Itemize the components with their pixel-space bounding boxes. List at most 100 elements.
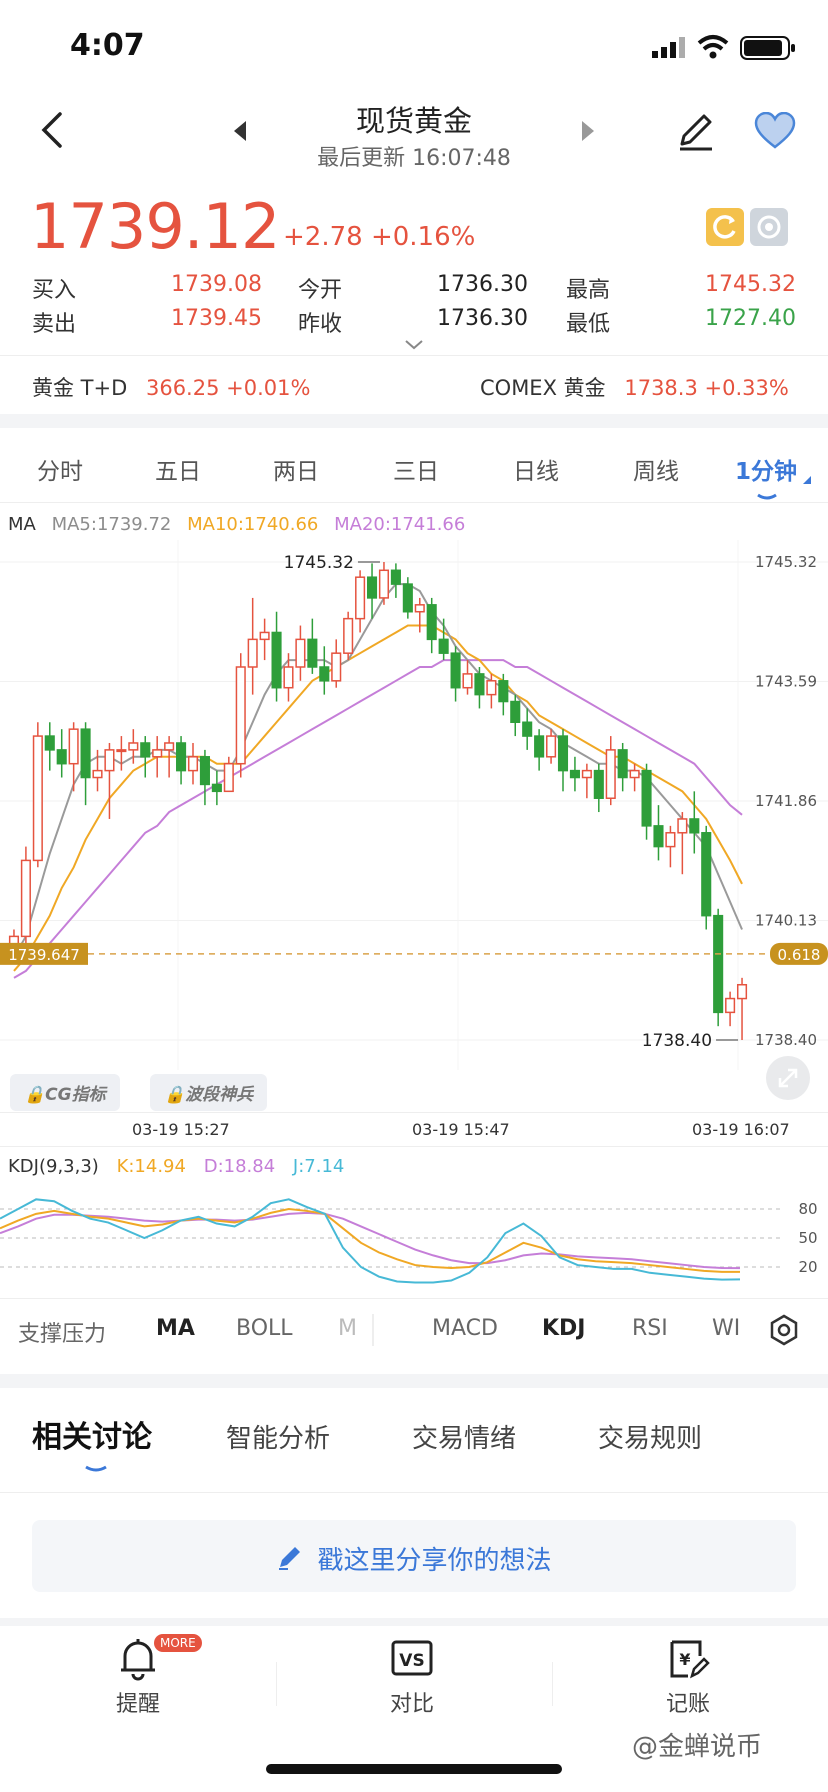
candle-down xyxy=(653,825,664,848)
prev-instrument-icon[interactable] xyxy=(232,120,250,142)
candle-down xyxy=(140,742,151,758)
y-tick-label: 1741.86 xyxy=(755,792,817,810)
share-thought-button[interactable]: 戳这里分享你的想法 xyxy=(32,1520,796,1592)
candle-up xyxy=(355,576,366,620)
kdj-j-line xyxy=(0,1198,741,1284)
candle-up xyxy=(152,749,163,758)
ma5-value: MA5:1739.72 xyxy=(51,514,172,535)
candle-up xyxy=(235,666,246,765)
kdj-d: D:18.84 xyxy=(203,1156,276,1177)
kdj-legend: KDJ(9,3,3) K:14.94 D:18.84 J:7.14 xyxy=(8,1156,344,1177)
tab-wr[interactable]: WI xyxy=(712,1316,741,1341)
status-time: 4:07 xyxy=(70,28,145,63)
candle-down xyxy=(510,700,521,724)
candle-up xyxy=(581,769,592,779)
candle-down xyxy=(498,680,509,703)
candle-down xyxy=(319,666,330,682)
candle-down xyxy=(641,769,652,827)
y-tick-label: 1738.40 xyxy=(755,1031,817,1049)
fullscreen-icon[interactable] xyxy=(766,1056,810,1100)
kdj-svg: 80 50 20 xyxy=(0,1198,818,1284)
related-market-td[interactable]: 黄金 T+D 366.25 +0.01% xyxy=(32,372,310,402)
ask-label: 卖出 xyxy=(32,312,77,337)
expand-chevron-icon[interactable] xyxy=(404,336,424,350)
nav-divider xyxy=(552,1662,553,1706)
candle-up xyxy=(725,997,736,1014)
ask-value: 1739.45 xyxy=(171,306,262,331)
nav-compare-label: 对比 xyxy=(389,1692,434,1717)
candle-down xyxy=(176,742,187,772)
tab-1min[interactable]: 1分钟 xyxy=(734,459,797,485)
kdj-title: KDJ(9,3,3) xyxy=(8,1156,99,1177)
tab-rsi[interactable]: RSI xyxy=(632,1316,668,1341)
tab-discussion[interactable]: 相关讨论 xyxy=(32,1420,152,1455)
tab-three-day[interactable]: 三日 xyxy=(393,459,439,485)
cg-indicator-tag[interactable]: 🔒CG指标 xyxy=(10,1074,120,1111)
settings-icon[interactable] xyxy=(750,208,788,246)
tab-boll[interactable]: BOLL xyxy=(236,1316,293,1341)
kdj-k-line xyxy=(0,1207,741,1273)
current-price: 1739.12 xyxy=(30,190,280,263)
kdj-chart[interactable]: 80 50 20 xyxy=(0,1180,828,1296)
tab-sentiment[interactable]: 交易情绪 xyxy=(412,1424,517,1454)
last-update-label: 最后更新 xyxy=(317,146,406,171)
prev-close-value: 1736.30 xyxy=(437,306,528,331)
indicator-settings-icon[interactable] xyxy=(768,1314,800,1346)
candle-up xyxy=(378,569,390,599)
tab-ma[interactable]: MA xyxy=(156,1316,195,1341)
ma-legend: MA MA5:1739.72 MA10:1740.66 MA20:1741.66 xyxy=(8,514,465,535)
tab-support-resistance[interactable]: 支撑压力 xyxy=(18,1322,107,1347)
candle-up xyxy=(92,769,103,779)
tab-kdj[interactable]: KDJ xyxy=(542,1316,586,1341)
next-instrument-icon[interactable] xyxy=(578,120,596,142)
lock-icon: 🔒 xyxy=(164,1085,186,1105)
nav-ledger[interactable]: ¥ 记账 xyxy=(646,1636,730,1736)
content-tabs: 相关讨论 智能分析 交易情绪 交易规则 xyxy=(0,1404,828,1472)
low-marker-label: 1738.40 xyxy=(642,1031,712,1051)
favorite-heart-icon[interactable] xyxy=(754,111,796,150)
candle-up xyxy=(128,742,139,751)
tab-daily[interactable]: 日线 xyxy=(513,459,559,485)
tab-trading-rules[interactable]: 交易规则 xyxy=(598,1424,703,1454)
last-update-time: 16:07:48 xyxy=(412,146,511,171)
price-line-right-tag xyxy=(770,942,828,965)
tab-macd[interactable]: MACD xyxy=(432,1316,498,1341)
candle-up xyxy=(247,638,258,668)
band-weapon-tag[interactable]: 🔒波段神兵 xyxy=(150,1074,268,1111)
ledger-icon: ¥ xyxy=(666,1636,710,1682)
refresh-icon[interactable] xyxy=(706,208,744,246)
candle-up xyxy=(677,818,688,834)
candle-up xyxy=(414,604,425,613)
bottom-nav: 提醒 MORE VS 对比 ¥ 记账 xyxy=(0,1626,828,1746)
edit-icon[interactable] xyxy=(676,110,716,152)
last-update: 最后更新 16:07:48 xyxy=(0,140,828,172)
page-title: 现货黄金 xyxy=(355,104,472,138)
dropdown-triangle-icon[interactable] xyxy=(802,470,812,484)
related-market-comex[interactable]: COMEX 黄金 1738.3 +0.33% xyxy=(480,372,789,402)
svg-text:VS: VS xyxy=(399,1651,424,1671)
pencil-icon xyxy=(276,1543,304,1575)
change-percent: +0.16% xyxy=(370,222,476,252)
related-pct: +0.01% xyxy=(226,376,311,400)
nav-alert[interactable]: 提醒 xyxy=(96,1636,180,1736)
tab-weekly[interactable]: 周线 xyxy=(633,459,679,485)
nav-compare[interactable]: VS 对比 xyxy=(370,1636,454,1736)
candlestick-chart[interactable]: 1745.32 1743.59 1741.86 1740.13 1738.40 1739.… xyxy=(0,540,828,1070)
candle-down xyxy=(44,735,55,751)
tab-five-day[interactable]: 五日 xyxy=(155,459,201,485)
low-value: 1727.40 xyxy=(705,306,796,331)
tag-label: CG指标 xyxy=(45,1085,106,1105)
price-change: +2.78 +0.16% xyxy=(283,222,475,252)
candle-up xyxy=(343,617,354,654)
tab-smart-analysis[interactable]: 智能分析 xyxy=(226,1424,331,1454)
tab-m[interactable]: M xyxy=(338,1316,357,1341)
tab-intraday[interactable]: 分时 xyxy=(37,459,83,485)
candle-up xyxy=(68,728,79,765)
candle-up xyxy=(486,680,497,696)
candle-up xyxy=(605,749,616,799)
back-icon[interactable] xyxy=(38,110,68,150)
related-name: 黄金 T+D xyxy=(32,376,128,400)
tab-two-day[interactable]: 两日 xyxy=(273,459,319,485)
candle-up xyxy=(259,631,270,641)
y-tick-label: 1740.13 xyxy=(755,912,817,930)
